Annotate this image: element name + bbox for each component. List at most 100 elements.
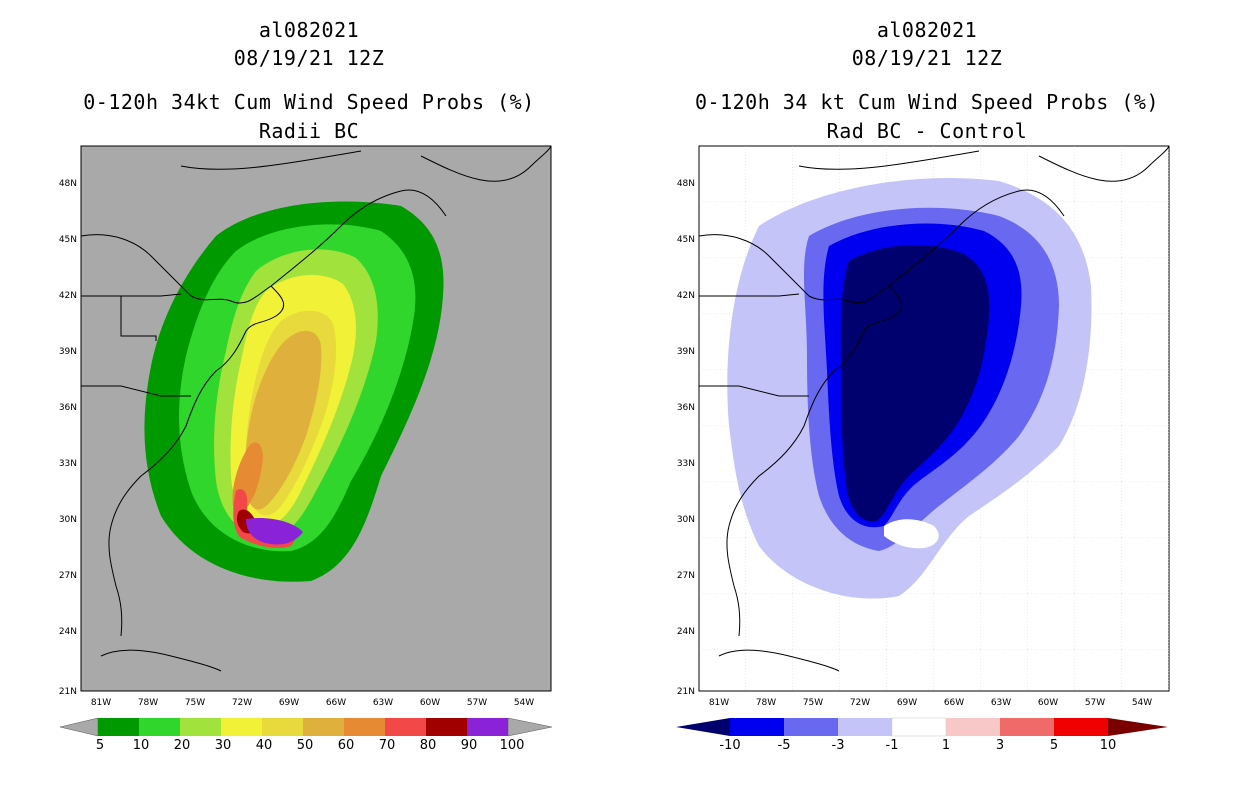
lon-tick: 72W [850, 698, 870, 708]
colorbar-label: -3 [832, 738, 845, 753]
lon-tick: 75W [803, 698, 823, 708]
left-storm-id: al082021 [258, 18, 360, 42]
left-colorbar: 5 10 20 30 40 50 60 70 80 90 100 [59, 717, 553, 753]
colorbar-label: 50 [297, 738, 314, 753]
left-subtitle: Radii BC [258, 119, 360, 143]
prob-contour-50 [245, 330, 322, 510]
colorbar-label: 80 [420, 738, 437, 753]
lat-tick: 27N [59, 571, 77, 581]
lon-tick: 81W [709, 698, 729, 708]
colorbar-over-arrow [507, 717, 553, 737]
right-colorbar: -10 -5 -3 -1 1 3 5 10 [676, 717, 1168, 753]
colorbar-bin [180, 718, 221, 736]
colorbar-bin [303, 718, 344, 736]
colorbar-bin [262, 718, 303, 736]
colorbar-bin [784, 718, 838, 736]
colorbar-bin [344, 718, 385, 736]
colorbar-bin [1000, 718, 1054, 736]
left-map-svg: 48N 45N 42N 39N 36N 33N 30N 27N 24N 21N … [59, 145, 553, 753]
colorbar-label: -10 [719, 738, 740, 753]
colorbar-label: 70 [379, 738, 396, 753]
lat-tick: 21N [677, 687, 695, 697]
right-storm-id: al082021 [876, 18, 978, 42]
lat-tick: 33N [59, 459, 77, 469]
lat-tick: 24N [59, 627, 77, 637]
lon-tick: 54W [514, 698, 534, 708]
lat-tick: 39N [59, 347, 77, 357]
colorbar-label: 5 [1050, 738, 1058, 753]
colorbar-bin [838, 718, 892, 736]
colorbar-label: -5 [778, 738, 791, 753]
lon-tick: 81W [91, 698, 111, 708]
lon-tick: 72W [232, 698, 252, 708]
colorbar-label: 60 [338, 738, 355, 753]
left-map-panel: al082021 08/19/21 12Z 0-120h 34kt Cum Wi… [59, 18, 553, 753]
left-lat-ticks: 48N 45N 42N 39N 36N 33N 30N 27N 24N 21N [59, 179, 77, 697]
lat-tick: 30N [677, 515, 695, 525]
right-product-title: 0-120h 34 kt Cum Wind Speed Probs (%) [694, 90, 1160, 114]
right-lon-ticks: 81W 78W 75W 72W 69W 66W 63W 60W 57W 54W [709, 698, 1152, 708]
lon-tick: 57W [467, 698, 487, 708]
lat-tick: 36N [677, 403, 695, 413]
lat-tick: 39N [677, 347, 695, 357]
colorbar-label: 30 [215, 738, 232, 753]
left-lon-ticks: 81W 78W 75W 72W 69W 66W 63W 60W 57W 54W [91, 698, 534, 708]
diff-zero-patch [884, 519, 939, 549]
right-datetime: 08/19/21 12Z [851, 46, 1003, 70]
lat-tick: 45N [677, 235, 695, 245]
left-datetime: 08/19/21 12Z [233, 46, 385, 70]
lon-tick: 54W [1132, 698, 1152, 708]
colorbar-bin [385, 718, 426, 736]
lat-tick: 36N [59, 403, 77, 413]
colorbar-bin [946, 718, 1000, 736]
colorbar-bin [1054, 718, 1108, 736]
lat-tick: 48N [677, 179, 695, 189]
right-subtitle: Rad BC - Control [826, 119, 1028, 143]
left-product-title: 0-120h 34kt Cum Wind Speed Probs (%) [83, 90, 535, 114]
lat-tick: 48N [59, 179, 77, 189]
colorbar-label: 20 [174, 738, 191, 753]
lon-tick: 75W [185, 698, 205, 708]
lon-tick: 66W [326, 698, 346, 708]
lon-tick: 78W [756, 698, 776, 708]
colorbar-bin [221, 718, 262, 736]
lat-tick: 24N [677, 627, 695, 637]
lon-tick: 57W [1085, 698, 1105, 708]
prob-contour-90 [246, 518, 303, 545]
colorbar-bin [891, 717, 947, 737]
colorbar-label: 3 [996, 738, 1004, 753]
colorbar-label: -1 [886, 738, 899, 753]
colorbar-under-arrow [59, 717, 99, 737]
colorbar-bin [98, 718, 139, 736]
colorbar-label: 1 [942, 738, 950, 753]
colorbar-label: 10 [133, 738, 150, 753]
lat-tick: 30N [59, 515, 77, 525]
colorbar-label: 5 [96, 738, 104, 753]
colorbar-bin [730, 718, 784, 736]
colorbar-over-arrow [1108, 718, 1168, 736]
lat-tick: 42N [59, 291, 77, 301]
lon-tick: 60W [420, 698, 440, 708]
right-coastlines [698, 145, 1170, 672]
lon-tick: 63W [991, 698, 1011, 708]
colorbar-label: 90 [461, 738, 478, 753]
lon-tick: 66W [944, 698, 964, 708]
colorbar-bin [139, 718, 180, 736]
right-map-panel: al082021 08/19/21 12Z 0-120h 34 kt Cum W… [618, 0, 1236, 800]
lat-tick: 27N [677, 571, 695, 581]
colorbar-bin [467, 718, 508, 736]
colorbar-label: 40 [256, 738, 273, 753]
left-coastlines [80, 145, 552, 672]
lat-tick: 33N [677, 459, 695, 469]
lat-tick: 42N [677, 291, 695, 301]
colorbar-label: 100 [500, 738, 525, 753]
lon-tick: 69W [897, 698, 917, 708]
lon-tick: 78W [138, 698, 158, 708]
lon-tick: 69W [279, 698, 299, 708]
colorbar-label: 10 [1100, 738, 1117, 753]
lon-tick: 60W [1038, 698, 1058, 708]
lat-tick: 21N [59, 687, 77, 697]
lon-tick: 63W [373, 698, 393, 708]
colorbar-under-arrow [676, 718, 730, 736]
diff-contour-minus10 [840, 244, 990, 522]
